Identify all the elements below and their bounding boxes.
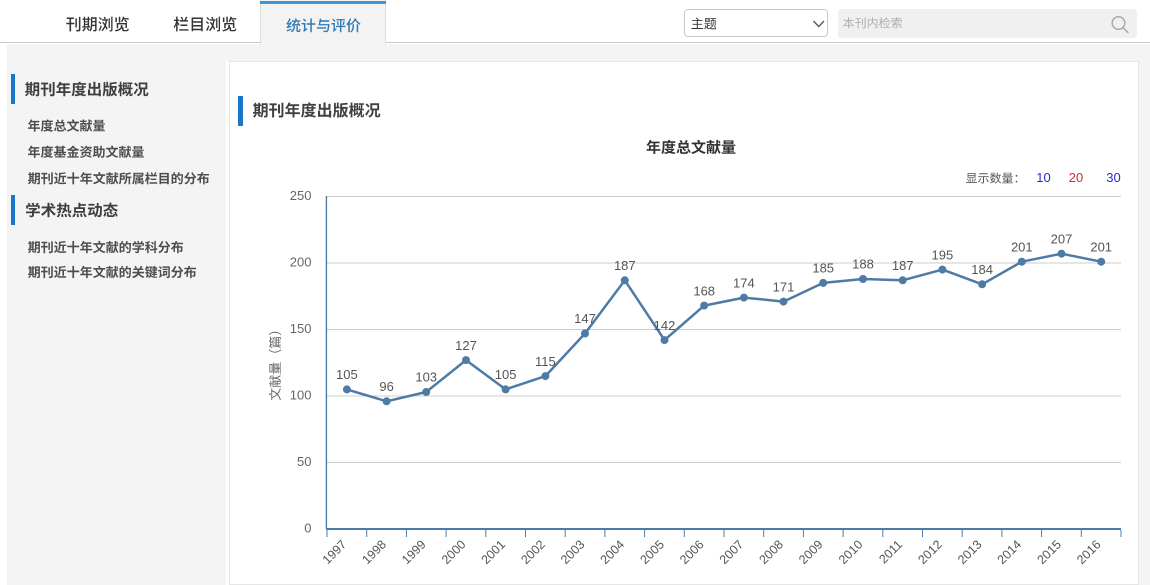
svg-text:105: 105 [495, 367, 517, 382]
svg-text:200: 200 [290, 255, 312, 270]
svg-text:103: 103 [415, 370, 437, 385]
svg-text:1997: 1997 [320, 537, 350, 567]
svg-text:2013: 2013 [955, 537, 985, 567]
svg-text:184: 184 [971, 262, 993, 277]
svg-text:50: 50 [297, 454, 311, 469]
svg-text:142: 142 [654, 318, 676, 333]
svg-text:2016: 2016 [1074, 537, 1104, 567]
svg-text:185: 185 [812, 261, 834, 276]
svg-text:150: 150 [290, 321, 312, 336]
svg-text:2002: 2002 [518, 537, 548, 567]
svg-text:207: 207 [1051, 231, 1073, 246]
svg-text:100: 100 [290, 388, 312, 403]
svg-text:201: 201 [1090, 239, 1112, 254]
svg-text:250: 250 [290, 188, 312, 203]
svg-text:2014: 2014 [995, 537, 1025, 567]
svg-text:187: 187 [892, 258, 914, 273]
svg-text:2001: 2001 [479, 537, 509, 567]
svg-text:201: 201 [1011, 239, 1033, 254]
svg-text:127: 127 [455, 338, 477, 353]
svg-text:2006: 2006 [677, 537, 707, 567]
svg-text:195: 195 [932, 247, 954, 262]
svg-text:2007: 2007 [717, 537, 747, 567]
svg-text:147: 147 [574, 311, 596, 326]
svg-text:2004: 2004 [598, 537, 628, 567]
svg-text:30: 30 [1106, 170, 1120, 185]
svg-text:2009: 2009 [796, 537, 826, 567]
svg-text:1998: 1998 [359, 537, 389, 567]
svg-text:2003: 2003 [558, 537, 588, 567]
svg-text:2015: 2015 [1034, 537, 1064, 567]
svg-text:168: 168 [693, 283, 715, 298]
svg-text:2012: 2012 [915, 537, 945, 567]
svg-text:2008: 2008 [756, 537, 786, 567]
svg-text:2010: 2010 [836, 537, 866, 567]
svg-text:2005: 2005 [637, 537, 667, 567]
svg-text:187: 187 [614, 258, 636, 273]
svg-text:115: 115 [535, 354, 556, 369]
svg-text:0: 0 [304, 521, 311, 536]
svg-text:105: 105 [336, 367, 358, 382]
svg-text:188: 188 [852, 257, 874, 272]
svg-text:2011: 2011 [876, 537, 905, 566]
svg-text:171: 171 [773, 279, 795, 294]
svg-text:1999: 1999 [399, 537, 429, 567]
svg-text:20: 20 [1069, 170, 1083, 185]
svg-text:96: 96 [379, 379, 393, 394]
svg-text:10: 10 [1036, 170, 1050, 185]
svg-text:2000: 2000 [439, 537, 469, 567]
svg-text:174: 174 [733, 275, 755, 290]
